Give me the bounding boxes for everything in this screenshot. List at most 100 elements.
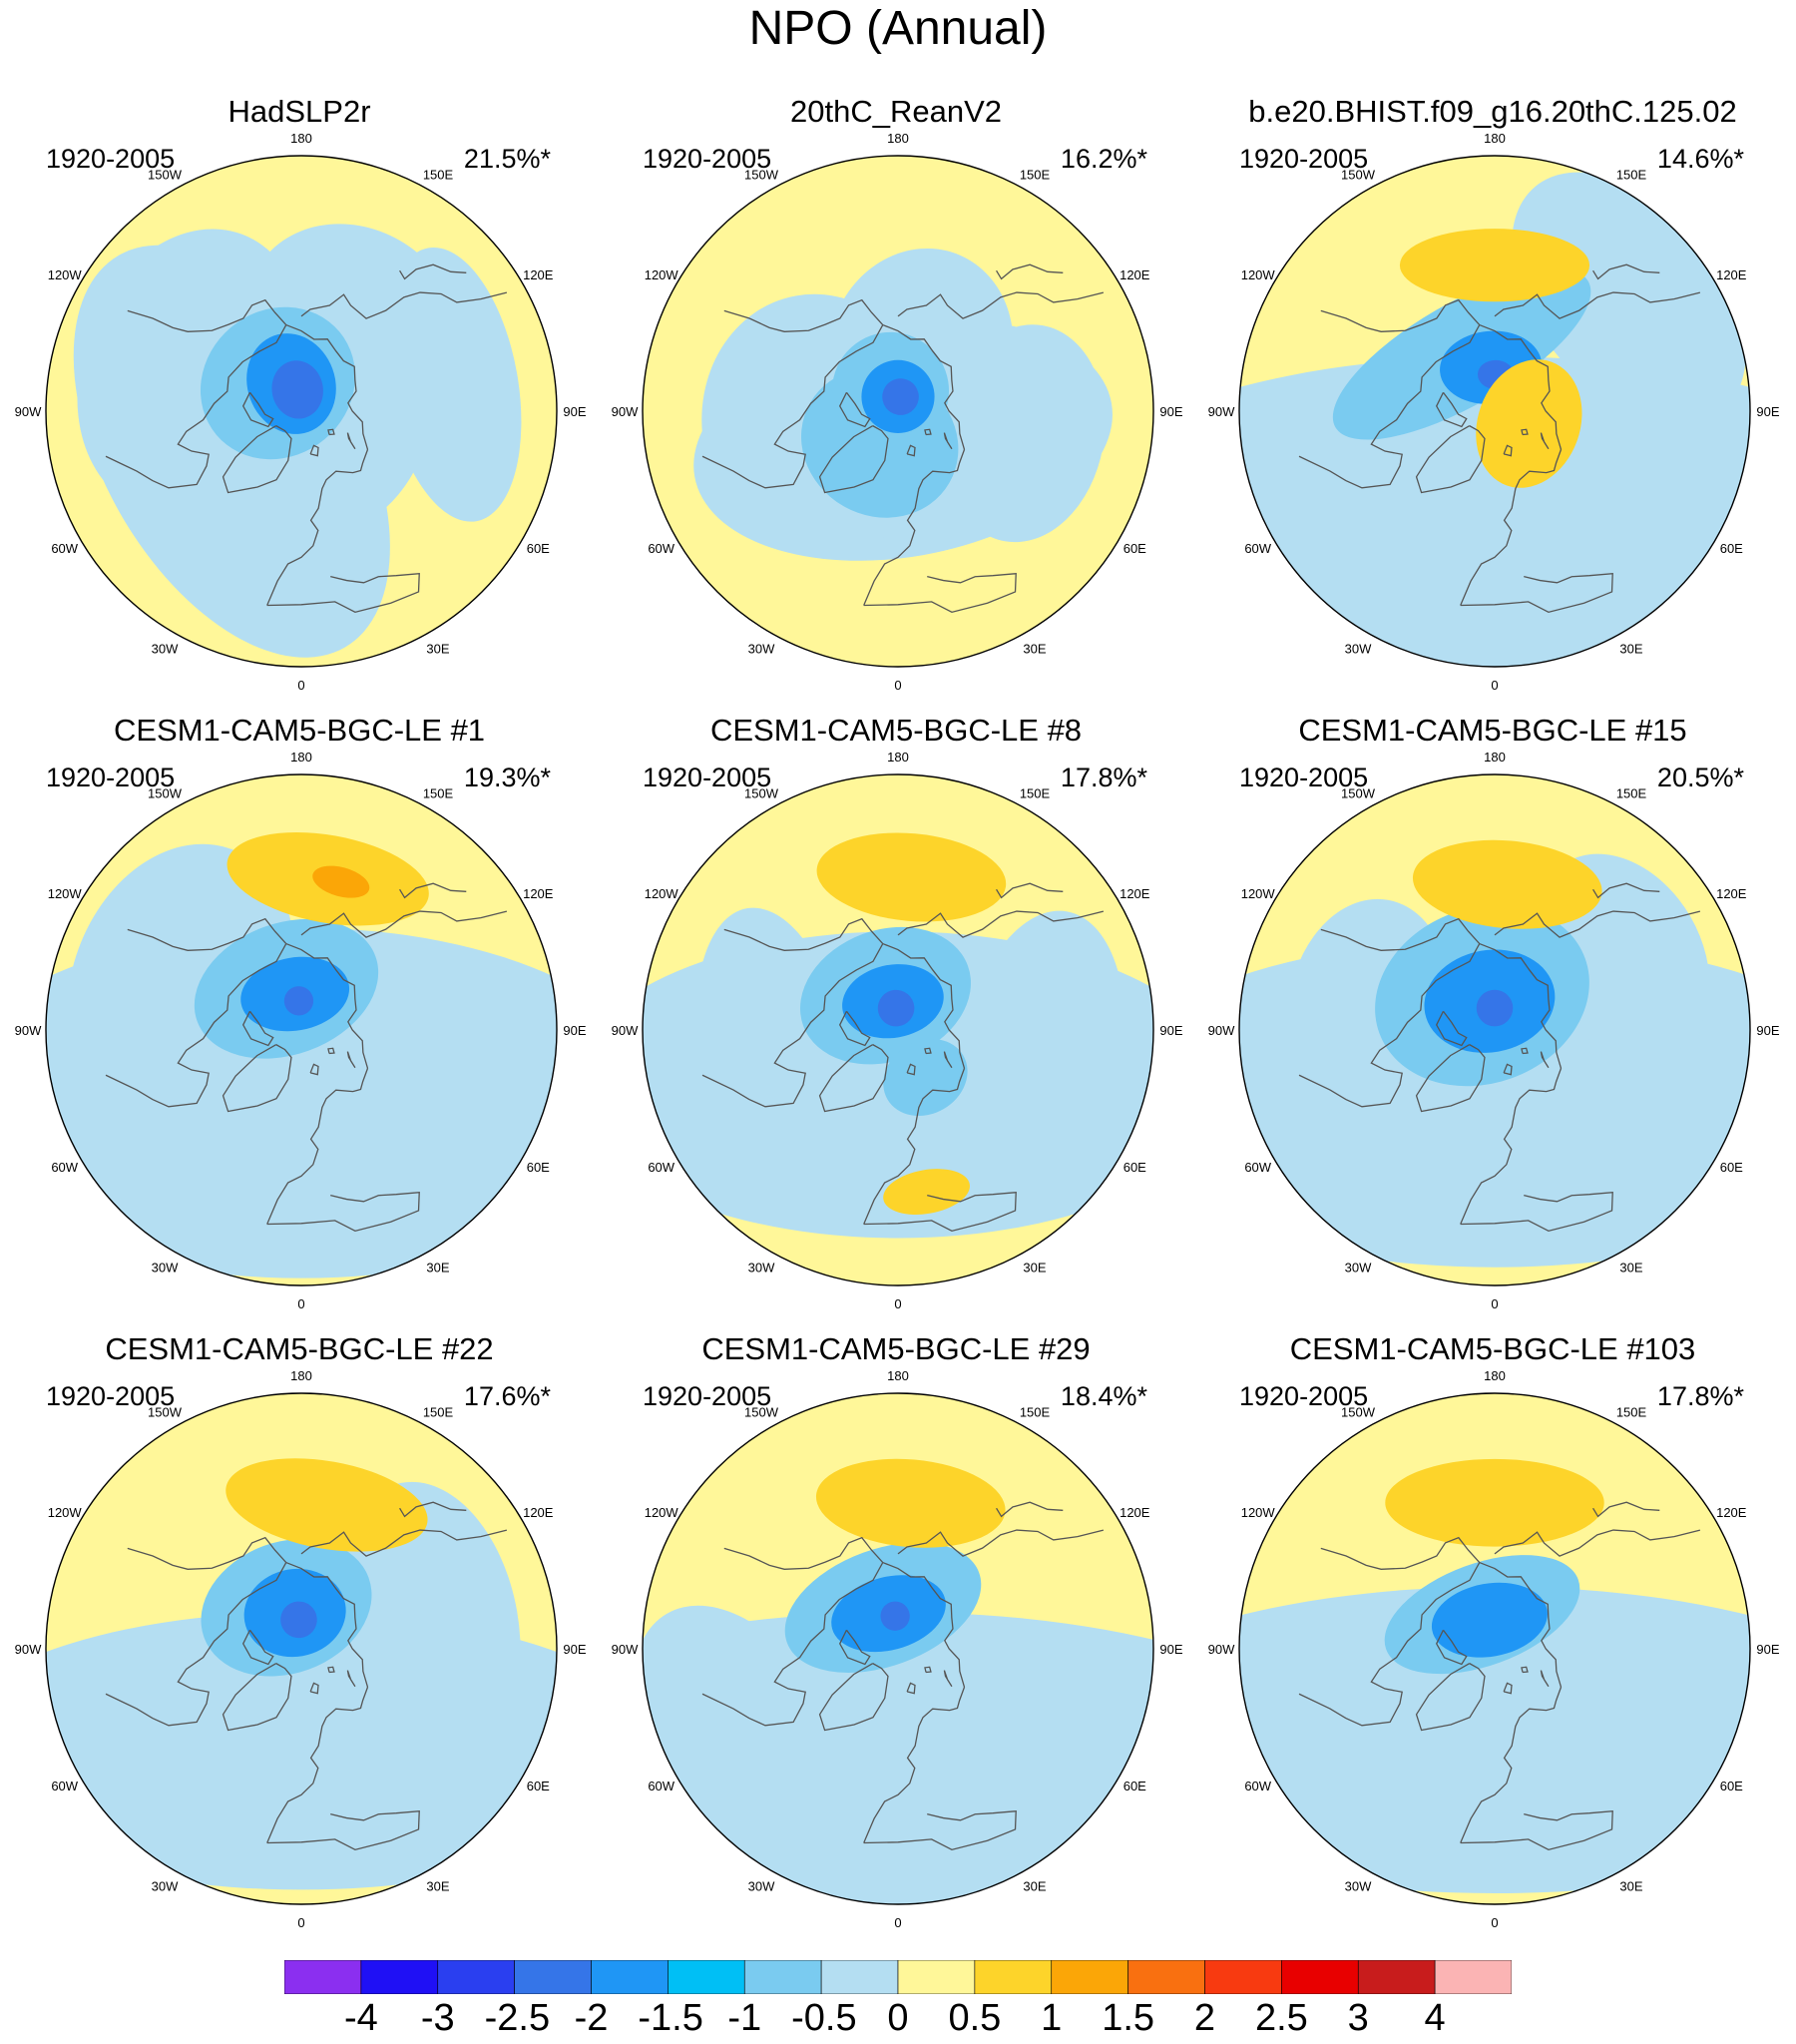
anomaly-contour (383, 247, 522, 522)
longitude-label: 150W (148, 168, 183, 183)
coastline (1460, 1810, 1613, 1851)
colorbar-swatch (1051, 1960, 1128, 1994)
longitude-label: 180 (887, 131, 909, 146)
colorbar-tick-label: 2 (1193, 1997, 1216, 2039)
longitude-label: 30E (426, 1878, 449, 1893)
coastline (1435, 1629, 1468, 1666)
coastline (1298, 1562, 1481, 1727)
longitude-label: 120E (1120, 1505, 1150, 1520)
coastline (1460, 1687, 1563, 1843)
coastline (1540, 432, 1550, 450)
polar-map: 180 150E 120E 90E 60E 30E 0 30W 60W 90W 120W 150W (15, 750, 587, 1311)
coastline (1320, 917, 1481, 951)
coastline (346, 432, 356, 450)
longitude-label: 60E (1123, 541, 1146, 556)
longitude-label: 30E (426, 641, 449, 656)
longitude-label: 120E (1716, 1505, 1747, 1520)
coastline (701, 324, 884, 489)
coastline (996, 882, 1064, 899)
anomaly-contour (877, 989, 915, 1027)
colorbar-tick-label: -2.5 (484, 1997, 551, 2039)
colorbar-tick-label: 1.5 (1102, 1997, 1155, 2039)
longitude-label: 60W (51, 1779, 78, 1793)
coastline (996, 263, 1064, 280)
longitude-label: 120W (48, 267, 83, 282)
coastline (1521, 1666, 1529, 1674)
polar-map: 180 150E 120E 90E 60E 30E 0 30W 60W 90W 120W 150W (612, 1368, 1183, 1930)
longitude-label: 60W (648, 1160, 674, 1175)
coastline (1460, 1068, 1563, 1225)
coastline (882, 942, 966, 1069)
longitude-label: 90E (563, 1023, 586, 1038)
coastline (1415, 425, 1486, 494)
coastline (943, 1670, 953, 1688)
coastline (399, 263, 467, 280)
map-panel: CESM1-CAM5-BGC-LE #1 1920-2005 19.3%* 180 15… (0, 711, 599, 1329)
coastline (1494, 291, 1701, 319)
coastline (1592, 263, 1660, 280)
coastline (309, 1682, 319, 1695)
longitude-label: 120E (523, 1505, 554, 1520)
panel-title: CESM1-CAM5-BGC-LE #103 (1289, 1331, 1696, 1366)
coastline (285, 1561, 369, 1688)
coastline (105, 324, 287, 489)
coastline (897, 1529, 1105, 1557)
longitude-label: 120W (645, 1505, 679, 1520)
longitude-label: 90E (1159, 1642, 1182, 1657)
anomaly-contour (882, 378, 919, 415)
colorbar-swatch (1204, 1960, 1282, 1994)
colorbar-tick-label: -3 (420, 1997, 455, 2039)
longitude-label: 0 (1491, 1296, 1498, 1311)
longitude-label: 180 (1484, 1368, 1506, 1383)
map-panel: CESM1-CAM5-BGC-LE #22 1920-2005 17.6%* 180 1… (0, 1329, 599, 1948)
longitude-label: 0 (297, 1915, 304, 1930)
panel-variance-explained: 18.4%* (1060, 1381, 1147, 1411)
coastline (346, 1051, 356, 1069)
polar-map: 180 150E 120E 90E 60E 30E 0 30W 60W 90W 120W 150W (15, 131, 587, 693)
longitude-label: 90E (1159, 404, 1182, 419)
longitude-label: 150E (423, 1405, 454, 1420)
colorbar-tick-label: -0.5 (791, 1997, 857, 2039)
longitude-label: 150E (423, 786, 454, 801)
panel-period: 1920-2005 (643, 763, 772, 792)
polar-map: 180 150E 120E 90E 60E 30E 0 30W 60W 90W 120W 150W (15, 1368, 587, 1930)
longitude-label: 150W (1341, 1405, 1376, 1420)
coastline (266, 449, 369, 606)
panel-title: CESM1-CAM5-BGC-LE #8 (709, 713, 1083, 748)
panel-title: CESM1-CAM5-BGC-LE #15 (1298, 713, 1687, 748)
longitude-label: 0 (894, 1296, 901, 1311)
longitude-label: 30E (1619, 641, 1642, 656)
anomaly-contour (815, 1458, 1006, 1548)
coastline (222, 1663, 292, 1732)
coastline (1592, 1501, 1660, 1518)
colorbar-swatch (284, 1960, 362, 1994)
polar-map: 180 150E 120E 90E 60E 30E 0 30W 60W 90W 120W 150W (612, 131, 1183, 693)
map-panel: HadSLP2r 1920-2005 21.5%* 180 150E 120E 90E 60E… (0, 92, 599, 711)
longitude-label: 90W (15, 1023, 42, 1038)
coastline (897, 291, 1105, 319)
longitude-label: 150W (148, 786, 183, 801)
longitude-label: 120W (1241, 1505, 1276, 1520)
longitude-label: 120E (1716, 267, 1747, 282)
coastline (1540, 1670, 1550, 1688)
coastline (1415, 1044, 1486, 1113)
longitude-label: 150W (1341, 168, 1376, 183)
coastline (818, 425, 889, 494)
coastline (127, 917, 287, 951)
coastline (1460, 1192, 1613, 1233)
longitude-label: 150W (1341, 786, 1376, 801)
polar-map: 180 150E 120E 90E 60E 30E 0 30W 60W 90W 120W 150W (1208, 750, 1780, 1311)
longitude-label: 150E (1616, 1405, 1647, 1420)
longitude-label: 120E (523, 267, 554, 282)
longitude-label: 0 (894, 678, 901, 693)
coastline (300, 1529, 508, 1557)
longitude-label: 0 (894, 1915, 901, 1930)
longitude-label: 30E (1619, 1878, 1642, 1893)
coastline (1479, 1561, 1563, 1688)
coastline (1320, 298, 1481, 332)
coastline (1494, 910, 1701, 938)
coastline (838, 1629, 871, 1666)
coastline (1503, 1682, 1513, 1695)
colorbar-swatch (897, 1960, 976, 1994)
longitude-label: 60W (1244, 541, 1271, 556)
